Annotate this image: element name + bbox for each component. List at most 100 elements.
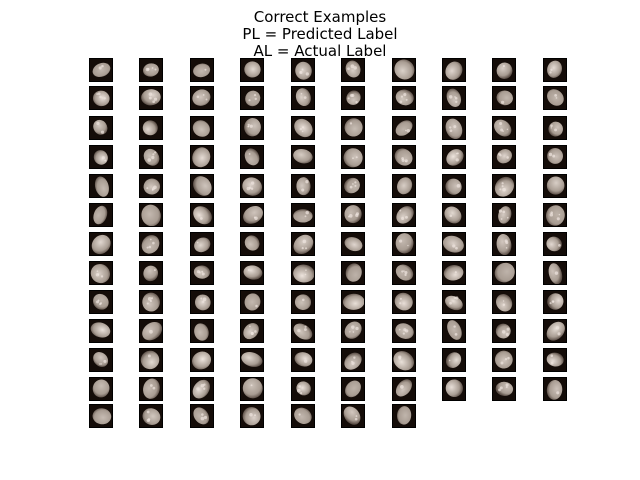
nucleus-thumbnail [492, 58, 516, 82]
nucleus-thumbnail [190, 203, 214, 227]
nucleus-thumbnail [392, 348, 416, 372]
nucleus-thumbnail [492, 377, 516, 401]
nucleus-thumbnail [442, 319, 466, 343]
nucleus-thumbnail [240, 116, 264, 140]
nucleus-thumbnail [442, 116, 466, 140]
nucleus-thumbnail [341, 232, 365, 256]
nucleus-thumbnail [190, 58, 214, 82]
nucleus-thumbnail [392, 174, 416, 198]
nucleus-thumbnail [543, 348, 567, 372]
nucleus-thumbnail [190, 232, 214, 256]
nucleus-thumbnail [89, 86, 113, 110]
nucleus-thumbnail [89, 348, 113, 372]
nucleus-thumbnail [139, 404, 163, 428]
nucleus-thumbnail [442, 290, 466, 314]
nucleus-thumbnail [89, 377, 113, 401]
nucleus-thumbnail [190, 404, 214, 428]
nucleus-thumbnail [492, 232, 516, 256]
nucleus-thumbnail [89, 319, 113, 343]
nucleus-thumbnail [139, 58, 163, 82]
nucleus-thumbnail [492, 319, 516, 343]
nucleus-thumbnail [341, 116, 365, 140]
nucleus-thumbnail [190, 261, 214, 285]
nucleus-thumbnail [89, 58, 113, 82]
nucleus-thumbnail [190, 86, 214, 110]
nucleus-thumbnail [442, 377, 466, 401]
nucleus-thumbnail [240, 348, 264, 372]
nucleus-thumbnail [291, 145, 315, 169]
nucleus-thumbnail [89, 290, 113, 314]
nucleus-thumbnail [392, 116, 416, 140]
nucleus-thumbnail [291, 86, 315, 110]
nucleus-thumbnail [442, 58, 466, 82]
nucleus-thumbnail [442, 86, 466, 110]
nucleus-thumbnail [291, 348, 315, 372]
nucleus-thumbnail [492, 145, 516, 169]
nucleus-thumbnail [543, 86, 567, 110]
nucleus-thumbnail [139, 174, 163, 198]
nucleus-thumbnail [89, 203, 113, 227]
nucleus-thumbnail [190, 116, 214, 140]
nucleus-thumbnail [543, 58, 567, 82]
nucleus-thumbnail [139, 348, 163, 372]
nucleus-thumbnail [89, 145, 113, 169]
nucleus-thumbnail [291, 58, 315, 82]
nucleus-thumbnail [442, 348, 466, 372]
nucleus-thumbnail [341, 203, 365, 227]
nucleus-thumbnail [492, 261, 516, 285]
nucleus-thumbnail [89, 404, 113, 428]
nucleus-thumbnail [190, 319, 214, 343]
nucleus-thumbnail [392, 203, 416, 227]
nucleus-thumbnail [291, 319, 315, 343]
nucleus-thumbnail [341, 86, 365, 110]
nucleus-thumbnail [139, 86, 163, 110]
nucleus-thumbnail [240, 203, 264, 227]
nucleus-thumbnail [442, 203, 466, 227]
nucleus-thumbnail [492, 86, 516, 110]
nucleus-thumbnail [341, 319, 365, 343]
nucleus-thumbnail [392, 377, 416, 401]
nucleus-thumbnail [442, 145, 466, 169]
nucleus-thumbnail [543, 232, 567, 256]
nucleus-thumbnail [341, 377, 365, 401]
nucleus-thumbnail [89, 232, 113, 256]
nucleus-thumbnail [291, 203, 315, 227]
nucleus-thumbnail [341, 290, 365, 314]
nucleus-thumbnail [341, 404, 365, 428]
nucleus-thumbnail [492, 348, 516, 372]
nucleus-thumbnail [492, 203, 516, 227]
nucleus-thumbnail [392, 319, 416, 343]
nucleus-thumbnail [240, 58, 264, 82]
nucleus-thumbnail [240, 145, 264, 169]
nucleus-thumbnail [341, 145, 365, 169]
nucleus-thumbnail [240, 319, 264, 343]
nucleus-thumbnail [341, 261, 365, 285]
nucleus-thumbnail [392, 232, 416, 256]
nucleus-thumbnail [442, 261, 466, 285]
nucleus-thumbnail [291, 174, 315, 198]
nucleus-thumbnail [392, 261, 416, 285]
nucleus-thumbnail [89, 174, 113, 198]
nucleus-thumbnail [291, 290, 315, 314]
nucleus-thumbnail [341, 174, 365, 198]
nucleus-thumbnail [139, 116, 163, 140]
nucleus-thumbnail [291, 116, 315, 140]
nucleus-thumbnail [543, 290, 567, 314]
nucleus-thumbnail [240, 86, 264, 110]
nucleus-thumbnail [240, 174, 264, 198]
nucleus-thumbnail [240, 261, 264, 285]
nucleus-thumbnail [341, 58, 365, 82]
nucleus-thumbnail [240, 377, 264, 401]
nucleus-thumbnail [89, 261, 113, 285]
nucleus-thumbnail [392, 86, 416, 110]
nucleus-thumbnail [543, 261, 567, 285]
nucleus-thumbnail [291, 232, 315, 256]
nucleus-thumbnail [139, 261, 163, 285]
nucleus-thumbnail [543, 116, 567, 140]
nucleus-thumbnail [291, 377, 315, 401]
nucleus-thumbnail [240, 290, 264, 314]
nucleus-thumbnail [89, 116, 113, 140]
nucleus-thumbnail [341, 348, 365, 372]
